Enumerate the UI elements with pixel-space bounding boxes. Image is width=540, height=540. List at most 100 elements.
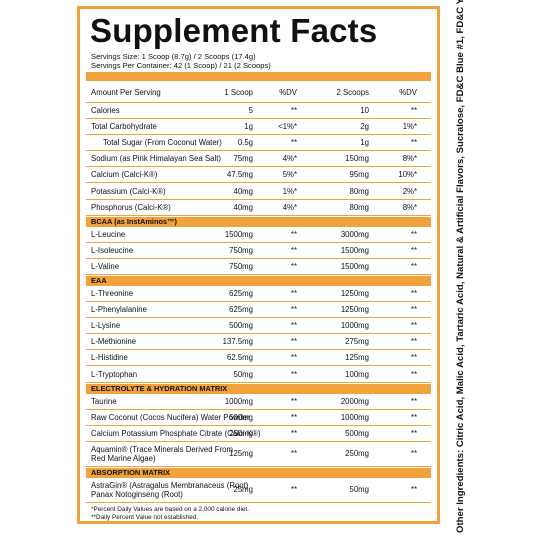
amount-header: Amount Per Serving: [91, 88, 161, 97]
table-row: L-Phenylalanine 625mg ** 1250mg **: [86, 302, 431, 319]
nutrient-name: L-Valine: [91, 261, 120, 271]
amount-1-scoop: 47.5mg: [226, 170, 253, 180]
section-label: BCAA (as InstAminos™): [91, 216, 177, 226]
table-row: Raw Coconut (Cocos Nucifera) Water Powde…: [86, 410, 431, 426]
nutrient-name: L-Histidine: [91, 353, 128, 363]
table-row: Calcium Potassium Phosphate Citrate (Cal…: [86, 426, 431, 442]
dv-1-scoop: **: [290, 337, 297, 347]
nutrient-name: Calcium Potassium Phosphate Citrate (Cal…: [91, 428, 261, 438]
amount-2-scoops: 2000mg: [340, 396, 369, 406]
col-2-scoops-header: 2 Scoops: [336, 88, 369, 97]
amount-1-scoop: 1500mg: [224, 229, 253, 239]
table-row: Taurine 1000mg ** 2000mg **: [86, 394, 431, 410]
dv-1-scoop: 4%*: [282, 154, 297, 164]
nutrient-name: Phosphorus (Calci-K®): [91, 202, 171, 212]
amount-1-scoop: 40mg: [233, 186, 253, 196]
amount-2-scoops: 1g: [360, 138, 369, 148]
dv-1-scoop: **: [290, 138, 297, 148]
col-dv-header: %DV: [279, 88, 297, 97]
amount-2-scoops: 2g: [360, 122, 369, 132]
amount-2-scoops: 1500mg: [340, 245, 369, 255]
amount-1-scoop: 625mg: [229, 305, 253, 315]
nutrient-name: L-Threonine: [91, 289, 134, 299]
nutrient-name: L-Lysine: [91, 321, 121, 331]
dv-1-scoop: **: [290, 396, 297, 406]
amount-2-scoops: 1250mg: [340, 305, 369, 315]
nutrient-name: Calcium (Calci-K®): [91, 170, 158, 180]
dv-2-scoops: **: [410, 305, 417, 315]
section-header: BCAA (as InstAminos™): [86, 216, 431, 227]
panel-title: Supplement Facts: [90, 12, 378, 49]
amount-1-scoop: 25mg: [233, 485, 253, 495]
amount-2-scoops: 500mg: [345, 428, 369, 438]
amount-1-scoop: 62.5mg: [226, 353, 253, 363]
footnote-dv: *Percent Daily Values are based on a 2,0…: [91, 506, 249, 513]
amount-2-scoops: 50mg: [349, 485, 369, 495]
nutrient-name: Sodium (as Pink Himalayan Sea Salt): [91, 154, 222, 164]
amount-2-scoops: 10: [360, 106, 369, 116]
amount-1-scoop: 750mg: [229, 261, 253, 271]
dv-2-scoops: **: [410, 396, 417, 406]
section-header: ABSORPTION MATRIX: [86, 467, 431, 478]
dv-2-scoops: **: [410, 321, 417, 331]
section-label: EAA: [91, 276, 107, 285]
table-row: Aquamin® (Trace Minerals Derived From Red…: [86, 442, 431, 467]
amount-1-scoop: 40mg: [233, 202, 253, 212]
amount-2-scoops: 1250mg: [340, 289, 369, 299]
amount-2-scoops: 250mg: [345, 449, 369, 459]
dv-1-scoop: **: [290, 353, 297, 363]
amount-1-scoop: 125mg: [229, 449, 253, 459]
table-row: L-Leucine 1500mg ** 3000mg **: [86, 227, 431, 243]
serving-size: Servings Size: 1 Scoop (8.7g) / 2 Scoops…: [91, 52, 256, 61]
dv-2-scoops: **: [410, 289, 417, 299]
dv-2-scoops: **: [410, 485, 417, 495]
supplement-facts-panel: Supplement Facts Servings Size: 1 Scoop …: [77, 6, 440, 524]
table-row: L-Threonine 625mg ** 1250mg **: [86, 286, 431, 303]
amount-2-scoops: 1000mg: [340, 321, 369, 331]
section-header: ELECTROLYTE & HYDRATION MATRIX: [86, 383, 431, 394]
amount-2-scoops: 1000mg: [340, 412, 369, 422]
dv-1-scoop: **: [290, 245, 297, 255]
dv-2-scoops: **: [410, 369, 417, 379]
dv-2-scoops: 8%*: [402, 154, 417, 164]
dv-1-scoop: **: [290, 485, 297, 495]
dv-2-scoops: 8%*: [402, 202, 417, 212]
amount-1-scoop: 75mg: [233, 154, 253, 164]
amount-2-scoops: 150mg: [345, 154, 369, 164]
nutrient-name: Potassium (Calci-K®): [91, 186, 166, 196]
amount-1-scoop: 625mg: [229, 289, 253, 299]
amount-1-scoop: 750mg: [229, 245, 253, 255]
nutrient-name: Calories: [91, 106, 120, 116]
amount-2-scoops: 100mg: [345, 369, 369, 379]
amount-2-scoops: 80mg: [349, 186, 369, 196]
dv-2-scoops: **: [410, 245, 417, 255]
dv-1-scoop: **: [290, 412, 297, 422]
col-dv2-header: %DV: [399, 88, 417, 97]
dv-2-scoops: **: [410, 261, 417, 271]
amount-1-scoop: 1g: [244, 122, 253, 132]
table-row: AstraGin® (Astragalus Membranaceus (Root…: [86, 478, 431, 503]
dv-1-scoop: **: [290, 106, 297, 116]
nutrient-name: L-Phenylalanine: [91, 305, 147, 315]
col-1-scoop-header: 1 Scoop: [224, 88, 253, 97]
table-row: L-Histidine 62.5mg ** 125mg **: [86, 350, 431, 367]
dv-1-scoop: <1%*: [278, 122, 297, 132]
dv-2-scoops: 2%*: [402, 186, 417, 196]
dv-2-scoops: **: [410, 449, 417, 459]
amount-2-scoops: 3000mg: [340, 229, 369, 239]
table-row: L-Tryptophan 50mg ** 100mg **: [86, 367, 431, 383]
servings-per-container: Servings Per Container: 42 (1 Scoop) / 2…: [91, 61, 271, 70]
amount-1-scoop: 137.5mg: [222, 337, 253, 347]
nutrient-name: Total Sugar (From Coconut Water): [103, 138, 222, 148]
dv-1-scoop: 4%*: [282, 202, 297, 212]
table-row: Total Sugar (From Coconut Water) 0.5g ** 1g…: [86, 135, 431, 152]
amount-1-scoop: 5: [248, 106, 253, 116]
nutrient-name: Aquamin® (Trace Minerals Derived From Red…: [91, 444, 233, 463]
dv-1-scoop: **: [290, 261, 297, 271]
amount-1-scoop: 0.5g: [237, 138, 253, 148]
section-label: ELECTROLYTE & HYDRATION MATRIX: [91, 383, 228, 393]
dv-2-scoops: **: [410, 106, 417, 116]
amount-1-scoop: 500mg: [229, 412, 253, 422]
nutrient-name: Taurine: [91, 396, 117, 406]
amount-1-scoop: 50mg: [233, 369, 253, 379]
